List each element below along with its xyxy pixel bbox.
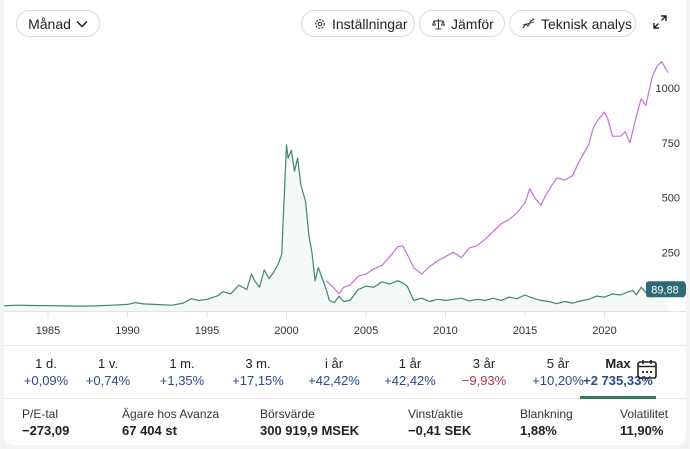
period-tab[interactable]: 1 år +42,42% bbox=[372, 346, 448, 398]
interval-label: Månad bbox=[28, 15, 71, 32]
chevron-down-icon bbox=[76, 20, 88, 28]
stat-label: P/E-tal bbox=[22, 407, 59, 421]
period-change: +1,35% bbox=[159, 373, 205, 388]
compare-button[interactable]: Jämför bbox=[419, 10, 505, 37]
stat-item: Blankning 1,88% bbox=[520, 407, 573, 438]
period-label: 3 år bbox=[472, 356, 496, 371]
key-stats: P/E-tal −273,09 Ägare hos Avanza 67 404 st B… bbox=[4, 398, 686, 444]
trend-icon bbox=[522, 18, 535, 29]
settings-label: Inställningar bbox=[332, 15, 408, 32]
period-tab[interactable]: 1 v. +0,74% bbox=[70, 346, 146, 398]
price-chart[interactable]: 1985 1990 1995 2000 2005 2010 2015 2020 250 500 7… bbox=[4, 0, 686, 345]
period-tab[interactable]: i år +42,42% bbox=[296, 346, 372, 398]
period-tab[interactable]: Max +2 735,33% bbox=[580, 346, 656, 399]
y-tick-label: 500 bbox=[662, 193, 680, 205]
period-label: Max bbox=[605, 356, 631, 371]
stat-label: Börsvärde bbox=[260, 407, 315, 421]
x-tick-label: 1995 bbox=[195, 325, 219, 337]
stat-label: Volatilitet bbox=[620, 407, 669, 421]
series-area-fill bbox=[4, 144, 669, 311]
y-tick-label: 250 bbox=[662, 247, 680, 259]
stat-value: −0,41 SEK bbox=[408, 423, 472, 438]
calendar-icon[interactable] bbox=[636, 358, 658, 385]
period-tab[interactable]: 1 m. +1,35% bbox=[144, 346, 220, 398]
x-tick-label: 1990 bbox=[115, 325, 139, 337]
stat-label: Ägare hos Avanza bbox=[122, 407, 220, 421]
stat-item: Volatilitet 11,90% bbox=[620, 407, 668, 438]
series-line-stock bbox=[4, 144, 669, 307]
gear-icon bbox=[314, 18, 326, 30]
chart-card: Månad Inställningar Jämför Teknisk analy… bbox=[4, 0, 686, 445]
period-tab[interactable]: 3 m. +17,15% bbox=[220, 346, 296, 398]
period-tab[interactable]: 3 år −9,93% bbox=[446, 346, 522, 398]
x-tick-label: 2020 bbox=[592, 325, 616, 337]
period-label: 1 m. bbox=[169, 356, 195, 371]
period-label: 3 m. bbox=[245, 356, 271, 371]
x-tick-label: 2010 bbox=[433, 325, 457, 337]
technical-analysis-label: Teknisk analys bbox=[541, 15, 633, 32]
stat-item: Börsvärde 300 919,9 MSEK bbox=[260, 407, 359, 438]
expand-button[interactable] bbox=[650, 14, 670, 34]
period-change: +2 735,33% bbox=[583, 373, 653, 388]
period-label: i år bbox=[324, 356, 344, 371]
stat-value: 1,88% bbox=[520, 423, 557, 438]
period-label: 1 d. bbox=[35, 356, 57, 371]
period-change: −9,93% bbox=[461, 373, 507, 388]
series-line-comparison bbox=[325, 61, 669, 295]
interval-dropdown[interactable]: Månad bbox=[16, 10, 100, 37]
period-change: +0,09% bbox=[23, 373, 69, 388]
last-value-badge: 89,88 bbox=[646, 281, 686, 298]
period-label: 1 v. bbox=[98, 356, 118, 371]
x-tick-label: 2000 bbox=[274, 325, 298, 337]
period-change: +42,42% bbox=[308, 373, 360, 388]
stat-label: Blankning bbox=[520, 407, 573, 421]
x-tick-label: 1985 bbox=[36, 325, 60, 337]
settings-button[interactable]: Inställningar bbox=[301, 10, 415, 37]
stat-item: P/E-tal −273,09 bbox=[22, 407, 69, 438]
stat-value: 67 404 st bbox=[122, 423, 177, 438]
scale-icon bbox=[432, 18, 445, 30]
stat-value: 11,90% bbox=[620, 423, 664, 438]
period-change: +42,42% bbox=[384, 373, 436, 388]
period-change: +0,74% bbox=[85, 373, 131, 388]
stat-item: Vinst/aktie −0,41 SEK bbox=[408, 407, 471, 438]
stat-value: −273,09 bbox=[22, 423, 70, 438]
period-change: +17,15% bbox=[232, 373, 284, 388]
period-tab[interactable]: 1 d. +0,09% bbox=[8, 346, 84, 398]
x-tick-label: 2015 bbox=[513, 325, 537, 337]
expand-icon bbox=[653, 14, 667, 34]
period-change: +10,20% bbox=[532, 373, 584, 388]
stat-label: Vinst/aktie bbox=[408, 407, 464, 421]
period-label: 5 år bbox=[546, 356, 570, 371]
y-tick-label: 750 bbox=[662, 138, 680, 150]
technical-analysis-button[interactable]: Teknisk analys bbox=[509, 10, 636, 37]
last-value-label: 89,88 bbox=[651, 284, 679, 296]
x-tick-label: 2005 bbox=[354, 325, 378, 337]
stat-value: 300 919,9 MSEK bbox=[260, 423, 360, 438]
last-value-badge-bg bbox=[646, 281, 686, 298]
period-tab[interactable]: 5 år +10,20% bbox=[520, 346, 596, 398]
stat-item: Ägare hos Avanza 67 404 st bbox=[122, 407, 219, 438]
compare-label: Jämför bbox=[451, 15, 494, 32]
period-selector: 1 d. +0,09% 1 v. +0,74% 1 m. +1,35% 3 m. +17,15… bbox=[4, 345, 686, 399]
y-tick-label: 1000 bbox=[656, 83, 680, 95]
period-label: 1 år bbox=[398, 356, 422, 371]
